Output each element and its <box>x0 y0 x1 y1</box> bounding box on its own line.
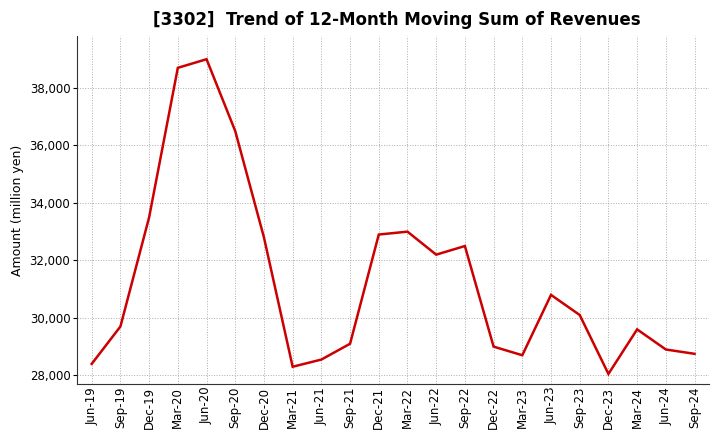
Y-axis label: Amount (million yen): Amount (million yen) <box>11 144 24 276</box>
Text: [3302]  Trend of 12-Month Moving Sum of Revenues: [3302] Trend of 12-Month Moving Sum of R… <box>153 11 641 29</box>
